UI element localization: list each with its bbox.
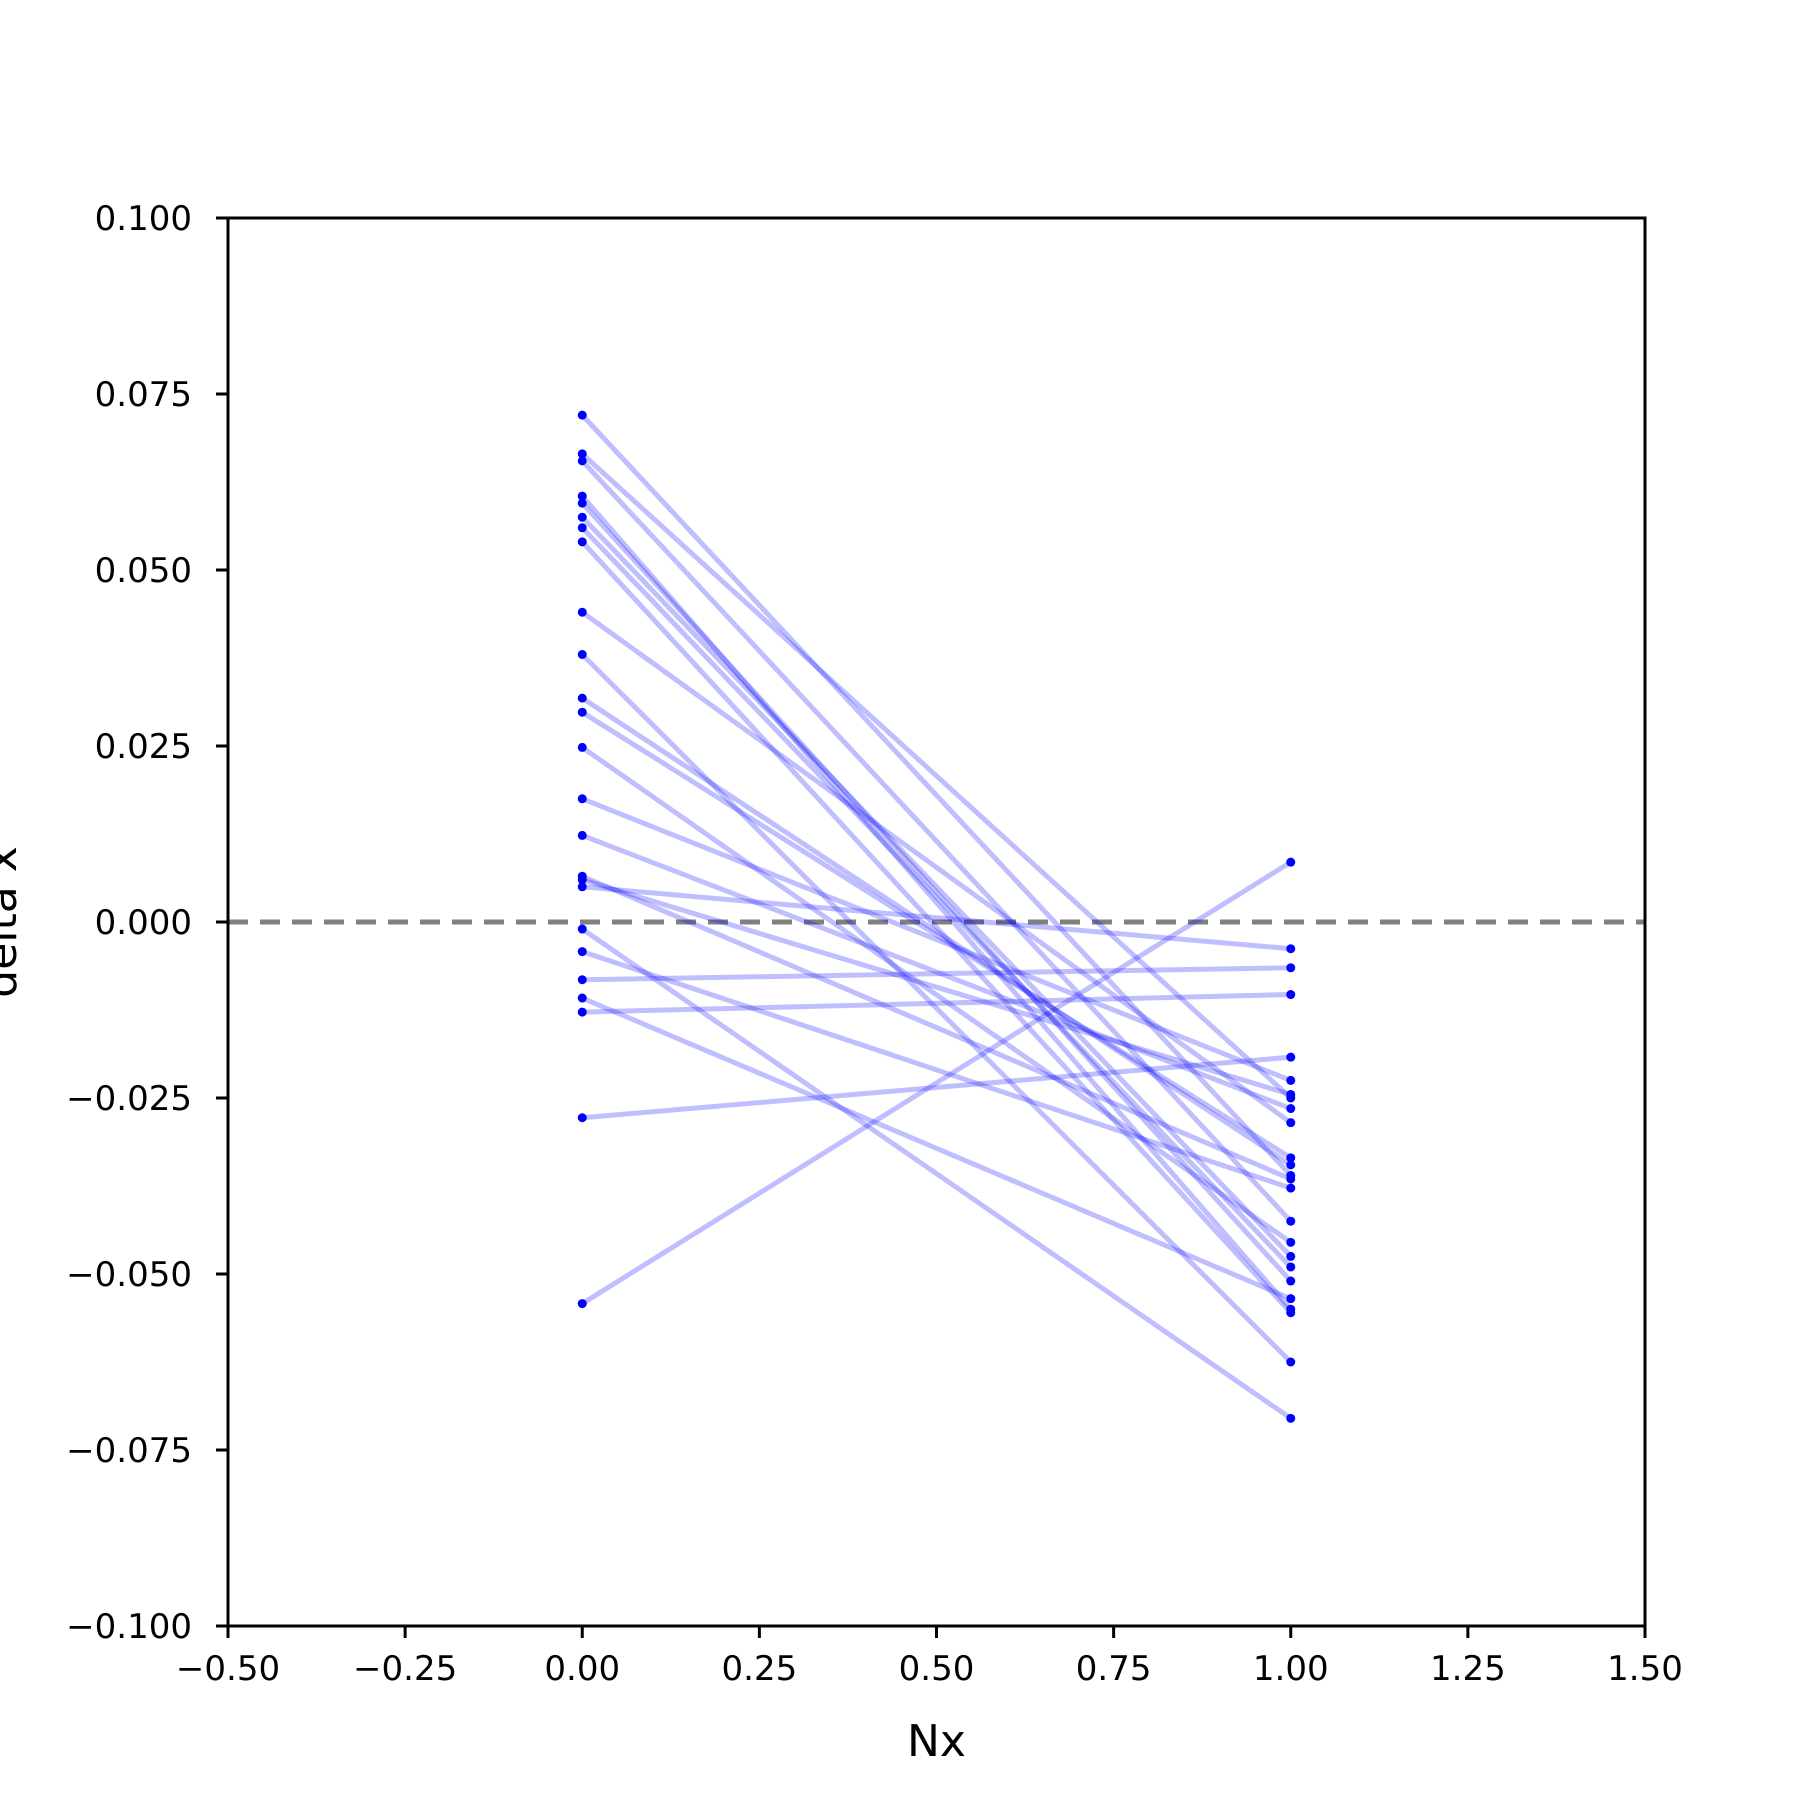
data-point xyxy=(577,410,587,420)
data-point xyxy=(577,537,587,547)
series-line xyxy=(579,493,1294,1312)
data-point xyxy=(577,693,587,703)
x-tick-label: 0.75 xyxy=(1076,1649,1152,1689)
series-line xyxy=(579,539,1294,1316)
data-point xyxy=(1286,857,1296,867)
data-point xyxy=(577,975,587,985)
series-line xyxy=(579,992,1294,1015)
data-point xyxy=(1286,1052,1296,1062)
series-line xyxy=(579,412,1294,1178)
data-point xyxy=(577,1299,587,1309)
data-point xyxy=(577,707,587,717)
data-point xyxy=(1286,944,1296,954)
series-line xyxy=(579,965,1294,983)
data-point xyxy=(577,512,587,522)
data-point xyxy=(577,1113,587,1123)
data-point xyxy=(1286,1276,1296,1286)
data-point xyxy=(1286,1357,1296,1367)
y-tick-label: 0.075 xyxy=(95,375,192,415)
data-point xyxy=(1286,1153,1296,1163)
y-tick-label: −0.050 xyxy=(66,1255,192,1295)
axes-layer: −0.50 −0.25 0.00 0.25 0.50 0.75 1.00 1.25 1.50 −0… xyxy=(66,199,1683,1689)
data-point xyxy=(577,491,587,501)
series-line xyxy=(579,744,1294,1245)
data-point xyxy=(577,924,587,934)
x-tick-label: −0.50 xyxy=(176,1649,280,1689)
data-point xyxy=(1286,1308,1296,1318)
series-line xyxy=(579,451,1294,1101)
y-tick-label: 0.025 xyxy=(95,727,192,767)
data-point xyxy=(1286,990,1296,1000)
series-line xyxy=(579,695,1294,1168)
data-point xyxy=(577,1007,587,1017)
data-point xyxy=(1286,1294,1296,1304)
data-point xyxy=(577,993,587,1003)
data-point xyxy=(577,794,587,804)
series-line xyxy=(579,949,1294,1191)
data-point xyxy=(577,523,587,533)
data-point xyxy=(577,882,587,892)
x-tick-label: 1.00 xyxy=(1253,1649,1329,1689)
data-point xyxy=(577,649,587,659)
series-line xyxy=(579,609,1294,1126)
series-line xyxy=(579,1054,1294,1121)
y-tick-label: −0.100 xyxy=(66,1607,192,1647)
data-point xyxy=(1286,1174,1296,1184)
data-point xyxy=(1286,1104,1296,1114)
series-line xyxy=(579,500,1294,1284)
x-tick-label: 1.25 xyxy=(1430,1649,1506,1689)
data-point xyxy=(577,607,587,617)
data-point xyxy=(1286,1262,1296,1272)
plot-layer xyxy=(228,410,1645,1423)
data-point xyxy=(1286,1160,1296,1170)
y-tick-label: 0.100 xyxy=(95,199,192,239)
y-tick-label: −0.025 xyxy=(66,1079,192,1119)
x-tick-label: 0.00 xyxy=(544,1649,620,1689)
series-line xyxy=(579,458,1294,1224)
data-point xyxy=(1286,1413,1296,1423)
series-line xyxy=(579,873,1294,1182)
data-point xyxy=(577,449,587,459)
series-line xyxy=(579,926,1294,1421)
data-point xyxy=(1286,1216,1296,1226)
x-axis-label: Nx xyxy=(907,1716,966,1767)
x-tick-label: −0.25 xyxy=(353,1649,457,1689)
y-tick-label: 0.050 xyxy=(95,551,192,591)
data-point xyxy=(577,875,587,885)
series-line xyxy=(579,796,1294,1083)
series-line xyxy=(579,832,1294,1112)
data-point xyxy=(577,456,587,466)
series-line xyxy=(579,877,1294,1097)
data-point xyxy=(1286,1089,1296,1099)
data-point xyxy=(1286,1183,1296,1193)
series-line xyxy=(579,525,1294,1270)
series-line xyxy=(579,859,1294,1307)
series-line xyxy=(579,514,1294,1259)
data-point xyxy=(577,947,587,957)
x-tick-label: 0.50 xyxy=(899,1649,975,1689)
series-line xyxy=(579,884,1294,952)
series-line xyxy=(579,709,1294,1161)
data-point xyxy=(1286,1237,1296,1247)
data-point xyxy=(1286,963,1296,973)
y-tick-label: −0.075 xyxy=(66,1431,192,1471)
data-point xyxy=(1286,1075,1296,1085)
data-point xyxy=(1286,1251,1296,1261)
y-axis-label: delta x xyxy=(0,846,27,997)
data-point xyxy=(577,498,587,508)
x-tick-label: 0.25 xyxy=(722,1649,798,1689)
y-tick-label: 0.000 xyxy=(95,903,192,943)
data-point xyxy=(1286,1118,1296,1128)
x-tick-label: 1.50 xyxy=(1607,1649,1683,1689)
series-line xyxy=(579,651,1294,1365)
data-point xyxy=(577,830,587,840)
data-point xyxy=(577,742,587,752)
series-line xyxy=(579,995,1294,1302)
